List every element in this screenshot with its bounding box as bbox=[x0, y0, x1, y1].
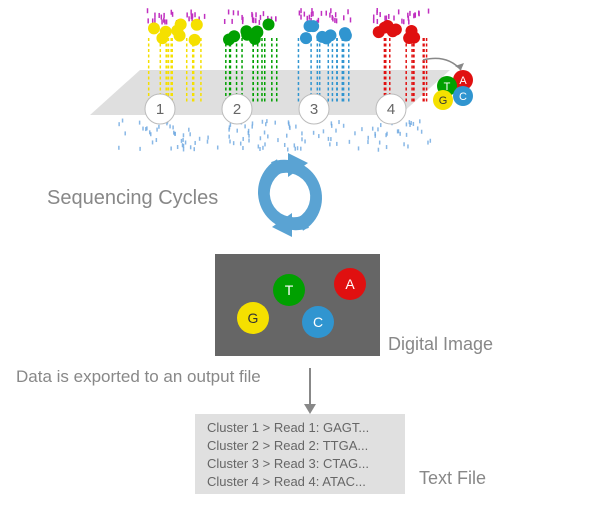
svg-text:C: C bbox=[459, 91, 467, 103]
export-text: Data is exported to an output file bbox=[16, 367, 261, 386]
digital-image-label: Digital Image bbox=[388, 334, 493, 354]
text-file-panel: Cluster 1 > Read 1: GAGT... Cluster 2 > R… bbox=[195, 414, 405, 494]
textfile-line: Cluster 1 > Read 1: GAGT... bbox=[207, 420, 369, 435]
cycle-arrows bbox=[258, 153, 322, 237]
text-file-label: Text File bbox=[419, 468, 486, 488]
cluster-number-label: 1 bbox=[156, 101, 164, 118]
cluster-number-label: 3 bbox=[310, 101, 318, 118]
svg-text:A: A bbox=[459, 75, 467, 87]
svg-text:G: G bbox=[248, 310, 259, 326]
textfile-line: Cluster 4 > Read 4: ATAC... bbox=[207, 474, 366, 489]
svg-text:T: T bbox=[285, 282, 294, 298]
textfile-line: Cluster 3 > Read 3: CTAG... bbox=[207, 456, 369, 471]
digital-image-panel: G T C A bbox=[215, 254, 380, 356]
sequencing-diagram: 1234ATCGSequencing CyclesGTCADigital Ima… bbox=[0, 0, 592, 510]
cluster-number-label: 4 bbox=[387, 101, 395, 118]
svg-text:A: A bbox=[345, 276, 355, 292]
svg-text:G: G bbox=[439, 95, 448, 107]
svg-text:C: C bbox=[313, 314, 323, 330]
cluster-number-label: 2 bbox=[233, 101, 241, 118]
sequencing-cycles-label: Sequencing Cycles bbox=[47, 187, 218, 209]
textfile-line: Cluster 2 > Read 2: TTGA... bbox=[207, 438, 368, 453]
down-arrow bbox=[304, 368, 316, 414]
